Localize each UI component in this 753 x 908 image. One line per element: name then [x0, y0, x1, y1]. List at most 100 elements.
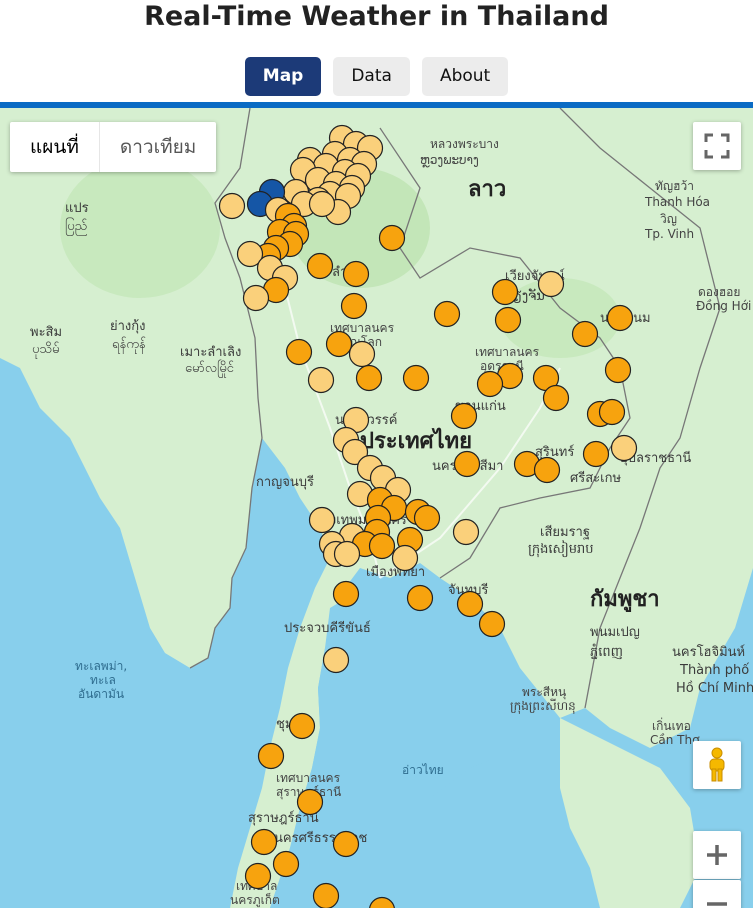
weather-station-marker[interactable] — [355, 364, 383, 392]
weather-station-marker[interactable] — [456, 590, 484, 618]
pegman-icon — [709, 747, 725, 782]
zoom-in-button[interactable] — [693, 831, 741, 879]
label-surin: สุรินทร์ — [535, 444, 574, 460]
label-surat-1: เทศบาลนคร — [276, 771, 341, 785]
weather-station-marker[interactable] — [325, 330, 353, 358]
weather-station-marker[interactable] — [242, 284, 270, 312]
nav-bar: Map Data About — [0, 57, 753, 96]
weather-station-marker[interactable] — [402, 364, 430, 392]
weather-station-marker[interactable] — [369, 896, 395, 908]
label-pasim-my: ပုသိမ် — [32, 341, 60, 359]
weather-station-marker[interactable] — [257, 742, 285, 770]
weather-station-marker[interactable] — [452, 518, 480, 546]
weather-station-marker[interactable] — [306, 252, 334, 280]
plus-icon — [707, 845, 727, 865]
weather-station-marker[interactable] — [433, 300, 461, 328]
weather-station-marker[interactable] — [333, 540, 361, 568]
weather-station-marker[interactable] — [307, 366, 335, 394]
label-laos: ลาว — [468, 177, 506, 202]
weather-station-marker[interactable] — [218, 192, 246, 220]
weather-station-marker[interactable] — [308, 506, 336, 534]
label-udon-1: เทศบาลนคร — [475, 345, 540, 359]
map-type-satellite-button[interactable]: ดาวเทียม — [119, 136, 197, 158]
label-andaman-3: อันดามัน — [78, 687, 124, 701]
weather-station-marker[interactable] — [491, 278, 519, 306]
label-yangon-my: ရန်ကုန် — [112, 336, 146, 354]
weather-station-marker[interactable] — [378, 224, 406, 252]
label-ubon: อุบลราชธานี — [620, 450, 691, 466]
label-vinh-vi: Tp. Vinh — [644, 227, 694, 241]
tab-data[interactable]: Data — [333, 57, 410, 96]
tab-about[interactable]: About — [421, 57, 509, 96]
weather-station-marker[interactable] — [533, 456, 561, 484]
weather-station-marker[interactable] — [391, 544, 419, 572]
border-laos-vietnam — [559, 108, 721, 709]
zoom-out-button[interactable] — [693, 880, 741, 908]
land-south-vietnam — [560, 718, 700, 908]
weather-station-marker[interactable] — [598, 398, 626, 426]
weather-station-marker[interactable] — [332, 830, 360, 858]
weather-station-marker[interactable] — [322, 646, 350, 674]
fullscreen-button[interactable] — [693, 122, 741, 170]
map-canvas[interactable]: ลาว หลวงพระบาง ຫຼວງພະບາງ ทัญฮว้า Thanh H… — [0, 108, 753, 908]
label-kanchanaburi: กาญจนบุรี — [256, 474, 314, 490]
weather-station-marker[interactable] — [250, 828, 278, 856]
weather-station-marker[interactable] — [341, 438, 369, 466]
label-sisaket: ศรีสะเกษ — [570, 470, 621, 486]
weather-station-marker[interactable] — [604, 356, 632, 384]
weather-station-marker[interactable] — [406, 584, 434, 612]
weather-station-marker[interactable] — [368, 532, 396, 560]
weather-station-marker[interactable] — [542, 384, 570, 412]
weather-station-marker[interactable] — [288, 712, 316, 740]
label-sihanoukville-km: ក្រុងព្រះសីហនុ — [510, 698, 576, 714]
label-can-tho-vi: Cần Thơ — [650, 733, 700, 747]
page-title: Real-Time Weather in Thailand — [144, 1, 609, 32]
weather-station-marker[interactable] — [340, 292, 368, 320]
label-mawlamyine-my: မော်လမြိုင် — [185, 359, 235, 378]
weather-station-marker[interactable] — [348, 340, 376, 368]
label-hcmc-vi-1: Thành phố — [679, 663, 749, 678]
border-thailand-cambodia — [439, 447, 611, 579]
fullscreen-icon — [704, 133, 730, 159]
label-pasim: พะสิม — [30, 325, 62, 340]
weather-station-marker[interactable] — [478, 610, 506, 638]
weather-station-marker[interactable] — [342, 260, 370, 288]
label-can-tho: เกิ่นเทอ — [652, 717, 691, 733]
weather-station-marker[interactable] — [236, 240, 264, 268]
weather-station-marker[interactable] — [571, 320, 599, 348]
weather-station-marker[interactable] — [606, 304, 634, 332]
weather-station-marker[interactable] — [244, 862, 272, 890]
tab-map[interactable]: Map — [244, 57, 322, 96]
map-type-map-button[interactable]: แผนที่ — [30, 136, 79, 158]
weather-station-marker[interactable] — [450, 402, 478, 430]
weather-station-marker[interactable] — [296, 788, 324, 816]
weather-station-marker[interactable] — [332, 580, 360, 608]
label-luang-prabang: หลวงพระบาง — [430, 137, 499, 151]
label-thanh-hoa-vi: Thanh Hóa — [644, 195, 710, 209]
land-highland-west — [60, 158, 220, 298]
map-type-control: แผนที่ ดาวเทียม — [10, 122, 217, 172]
map-type-divider — [98, 122, 100, 172]
label-gulf: อ่าวไทย — [402, 763, 444, 777]
weather-station-marker[interactable] — [610, 434, 638, 462]
weather-station-marker[interactable] — [413, 504, 441, 532]
weather-station-marker[interactable] — [272, 850, 300, 878]
label-phnom-penh-km: ភ្នំពេញ — [590, 643, 623, 660]
label-dong-hoi: ดองฮอย — [698, 285, 740, 299]
weather-station-marker[interactable] — [494, 306, 522, 334]
label-mawlamyine: เมาะลำเลิง — [180, 345, 241, 360]
minus-icon — [707, 902, 727, 906]
label-siem-reap: เสียมราฐ — [540, 524, 590, 540]
weather-station-marker[interactable] — [582, 440, 610, 468]
weather-station-marker[interactable] — [453, 450, 481, 478]
label-andaman-2: ทะเล — [90, 673, 116, 687]
weather-station-marker[interactable] — [537, 270, 565, 298]
weather-station-marker[interactable] — [312, 882, 340, 908]
label-luang-prabang-lo: ຫຼວງພະບາງ — [420, 153, 479, 167]
street-view-button[interactable] — [693, 741, 741, 789]
weather-station-marker[interactable] — [476, 370, 504, 398]
weather-station-marker[interactable] — [285, 338, 313, 366]
weather-station-marker[interactable] — [308, 190, 336, 218]
label-prae-my: ပြည် — [65, 217, 87, 236]
map-basemap: ลาว หลวงพระบาง ຫຼວງພະບາງ ทัญฮว้า Thanh H… — [0, 108, 753, 908]
